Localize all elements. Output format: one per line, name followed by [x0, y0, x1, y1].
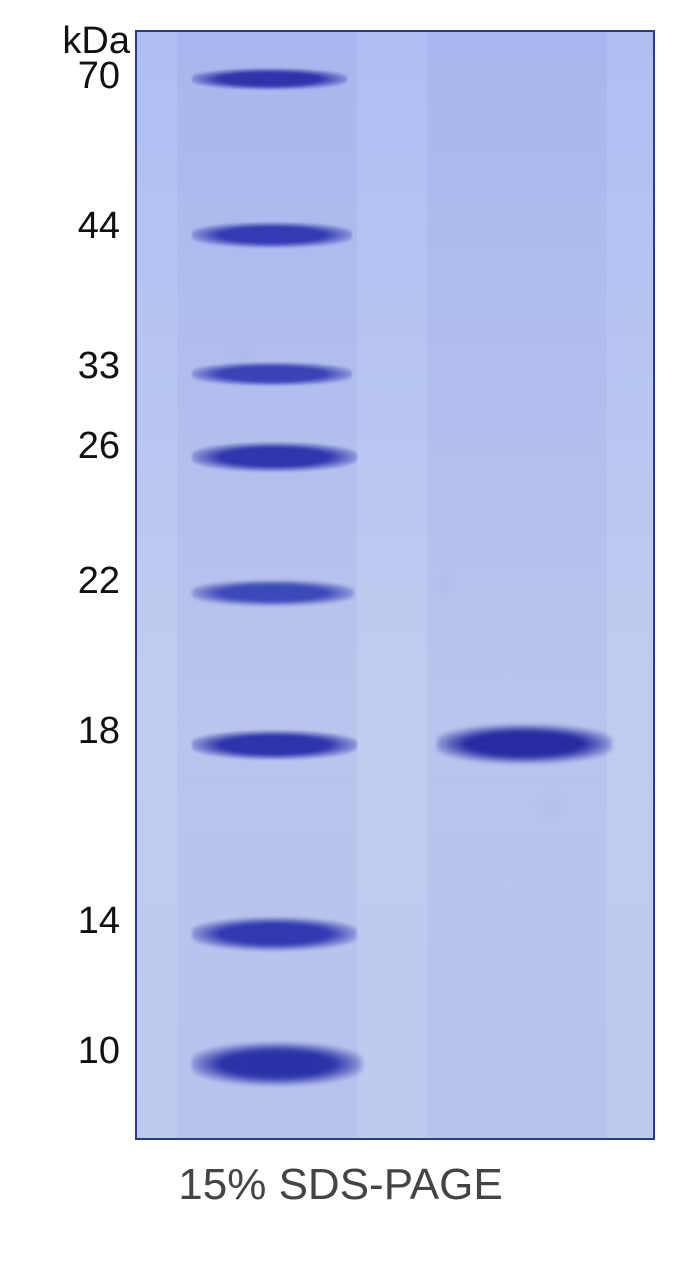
ladder-label-70: 70 [20, 55, 120, 98]
ladder-label-14: 14 [20, 900, 120, 943]
gel-band [192, 222, 352, 248]
gel-band [192, 362, 352, 386]
ladder-label-18: 18 [20, 710, 120, 753]
gel-band [192, 442, 357, 472]
ladder-label-26: 26 [20, 425, 120, 468]
gel-band [192, 730, 357, 760]
gel-figure: kDa 70 44 33 26 22 18 14 10 15% SDS-PAGE [20, 20, 661, 1260]
gel-band [192, 68, 347, 90]
ladder-label-44: 44 [20, 205, 120, 248]
gel-image [135, 30, 655, 1140]
gel-caption: 15% SDS-PAGE [20, 1160, 661, 1210]
ladder-label-22: 22 [20, 560, 120, 603]
ladder-label-33: 33 [20, 345, 120, 388]
ladder-label-10: 10 [20, 1030, 120, 1073]
gel-band [192, 580, 354, 606]
gel-band [192, 1042, 362, 1086]
gel-band [192, 917, 357, 951]
gel-band [437, 724, 612, 764]
